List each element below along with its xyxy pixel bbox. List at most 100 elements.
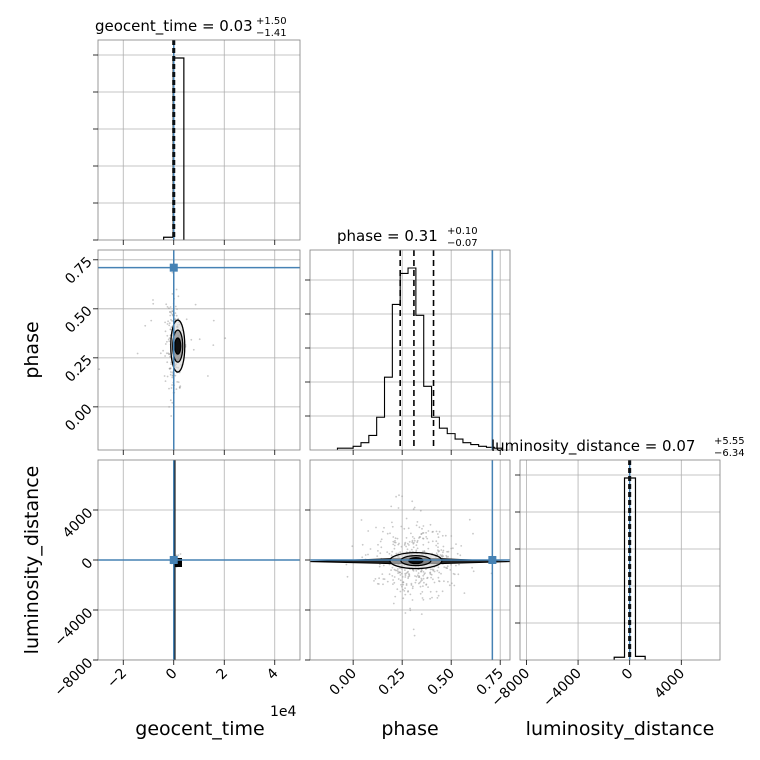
sample-point xyxy=(408,573,410,575)
sample-point xyxy=(171,376,174,379)
y-axis-label-phase: phase xyxy=(21,321,43,378)
sample-point xyxy=(437,546,439,548)
sample-point xyxy=(431,568,434,571)
panel-frame xyxy=(309,249,511,451)
sample-point xyxy=(404,541,407,544)
sample-point xyxy=(373,580,375,582)
sample-point xyxy=(442,551,444,554)
sample-point xyxy=(435,590,438,593)
sample-point xyxy=(447,550,450,553)
sample-point xyxy=(412,585,414,588)
sample-point xyxy=(430,576,432,579)
sample-point xyxy=(472,570,475,573)
sample-point xyxy=(402,581,405,584)
sample-point xyxy=(413,537,416,540)
sample-point xyxy=(443,580,445,583)
sample-point xyxy=(405,537,408,539)
sample-point xyxy=(412,508,415,511)
sample-point xyxy=(429,523,432,526)
sample-point xyxy=(415,579,417,582)
sample-point xyxy=(393,581,396,584)
sample-point xyxy=(413,539,416,542)
sample-point xyxy=(398,542,400,545)
sample-point xyxy=(375,526,377,529)
sample-point xyxy=(404,576,407,578)
sample-point xyxy=(405,584,408,586)
sample-point xyxy=(360,519,363,521)
sample-point xyxy=(411,541,414,544)
sample-point xyxy=(405,572,408,575)
sample-point xyxy=(420,577,423,580)
sample-point xyxy=(402,597,405,600)
y-axis-label-luminosity-distance: luminosity_distance xyxy=(21,466,43,655)
sample-point xyxy=(378,565,381,568)
sample-point xyxy=(421,591,424,593)
sample-point xyxy=(166,361,169,364)
sample-point xyxy=(392,602,395,605)
sample-point xyxy=(174,305,177,308)
2d-luminosity-distance-vs-geocent-time xyxy=(93,459,301,665)
sample-point xyxy=(435,544,438,547)
x-tick-label-phase: 0.50 xyxy=(425,666,458,699)
sample-point xyxy=(392,583,394,585)
sample-point xyxy=(422,525,425,527)
contour xyxy=(175,558,183,567)
sample-point xyxy=(376,582,379,585)
sample-point xyxy=(393,547,396,550)
sample-point xyxy=(404,593,407,596)
title-phase-upper: +0.10 xyxy=(447,226,478,237)
sample-point xyxy=(381,573,384,575)
sample-point xyxy=(170,415,173,417)
sample-point xyxy=(435,552,438,555)
sample-point xyxy=(421,532,424,534)
title-geocent-time-lower: −1.41 xyxy=(256,28,287,39)
sample-point xyxy=(408,540,411,543)
sample-point xyxy=(422,577,425,580)
sample-point xyxy=(152,302,155,305)
sample-point xyxy=(397,552,400,555)
sample-point xyxy=(413,506,416,509)
sample-point xyxy=(447,580,449,583)
sample-point xyxy=(427,541,430,544)
sample-point xyxy=(418,526,421,529)
sample-point xyxy=(459,554,462,557)
sample-point xyxy=(420,613,423,615)
sample-point xyxy=(171,271,174,274)
sample-point xyxy=(164,330,167,333)
sample-point xyxy=(168,340,171,343)
sample-point xyxy=(421,579,423,582)
sample-point xyxy=(431,540,434,543)
sample-point xyxy=(405,517,408,520)
sample-point xyxy=(455,543,457,545)
sample-point xyxy=(413,634,416,637)
sample-point xyxy=(472,532,474,535)
sample-point xyxy=(169,399,172,402)
sample-point xyxy=(98,368,101,371)
sample-point xyxy=(442,549,445,552)
sample-point xyxy=(410,584,413,586)
sample-point xyxy=(364,554,367,556)
sample-point xyxy=(432,569,435,572)
sample-point xyxy=(415,575,418,578)
sample-point xyxy=(460,545,463,547)
sample-point xyxy=(361,543,364,546)
sample-point xyxy=(175,554,178,557)
sample-point xyxy=(391,525,394,528)
x-tick-label-geocent-time: 4 xyxy=(264,665,282,683)
sample-point xyxy=(164,355,167,357)
sample-point xyxy=(400,572,403,575)
sample-point xyxy=(400,525,403,528)
sample-point xyxy=(421,527,423,530)
sample-point xyxy=(429,590,432,593)
sample-point xyxy=(427,586,429,588)
hist-phase xyxy=(305,249,511,455)
sample-point xyxy=(164,343,167,345)
sample-point xyxy=(169,314,172,317)
sample-point xyxy=(386,551,389,553)
sample-point xyxy=(351,545,354,548)
sample-point xyxy=(170,363,173,365)
sample-point xyxy=(391,575,394,577)
sample-point xyxy=(174,374,177,377)
x-axis-label-luminosity-distance: luminosity_distance xyxy=(526,718,715,740)
truth-marker xyxy=(169,556,178,564)
